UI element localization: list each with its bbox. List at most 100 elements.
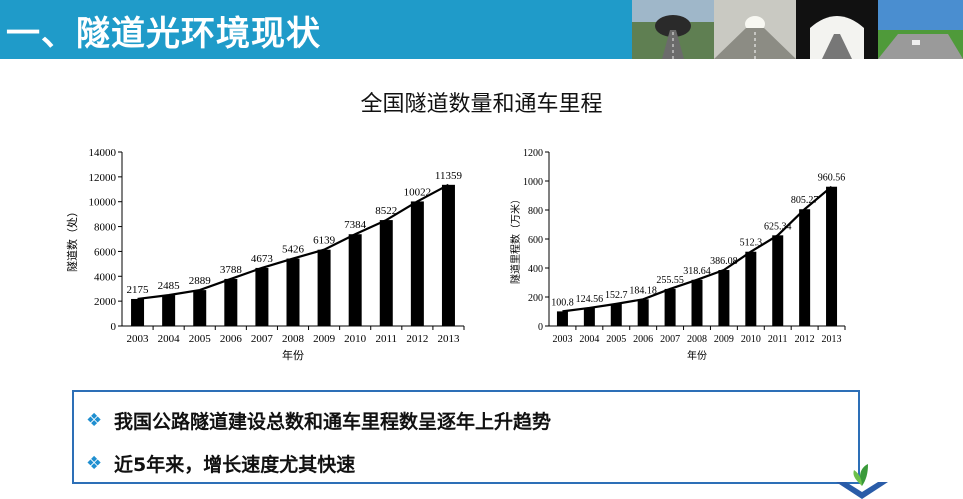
data-label: 3788 <box>220 264 243 276</box>
x-tick-label: 2012 <box>406 333 428 345</box>
logo-icon <box>836 464 888 499</box>
x-tick-label: 2013 <box>822 334 842 345</box>
x-tick-label: 2010 <box>344 333 367 345</box>
bar <box>826 186 838 326</box>
data-label: 625.34 <box>764 221 792 232</box>
y-tick-label: 1200 <box>523 148 543 159</box>
y-axis-title: 隧道数（处） <box>65 206 79 272</box>
data-label: 11359 <box>435 170 463 182</box>
data-label: 5426 <box>282 244 305 256</box>
tunnel-interior-photo <box>714 0 796 59</box>
bar <box>317 249 331 326</box>
data-label: 6139 <box>313 235 336 247</box>
y-tick-label: 12000 <box>89 172 117 184</box>
tunnel-exit-photo <box>796 0 878 59</box>
data-label: 152.7 <box>605 290 628 301</box>
y-tick-label: 400 <box>528 264 543 275</box>
bar <box>255 267 269 326</box>
x-tick-label: 2007 <box>251 333 274 345</box>
diamond-bullet-icon: ❖ <box>86 409 103 431</box>
bar <box>664 288 676 326</box>
x-tick-label: 2010 <box>741 334 761 345</box>
x-tick-label: 2011 <box>375 333 397 345</box>
data-label: 124.56 <box>576 294 604 305</box>
trend-line <box>137 183 449 301</box>
y-tick-label: 14000 <box>89 147 117 159</box>
bar <box>441 184 455 326</box>
bar <box>379 220 393 326</box>
tunnel-entrance-photo <box>632 0 714 59</box>
data-label: 10022 <box>404 186 432 198</box>
highway-photo <box>878 0 963 59</box>
bar <box>637 299 649 326</box>
summary-callout: ❖ 我国公路隧道建设总数和通车里程数呈逐年上升趋势 ❖ 近5年来，增长速度尤其快… <box>72 390 860 484</box>
y-tick-label: 2000 <box>94 296 117 308</box>
data-label: 255.55 <box>656 275 684 286</box>
header-photo-strip <box>632 0 963 59</box>
bar <box>286 258 300 326</box>
tunnel-mileage-chart: 0 200 400 600 800 1000 1200 100.8 2003 124.56 2004… <box>509 148 846 362</box>
bar <box>799 209 811 326</box>
y-tick-label: 4000 <box>94 271 117 283</box>
y-axis-title: 隧道里程数（万米） <box>509 194 522 284</box>
data-label: 960.56 <box>818 173 846 184</box>
data-label: 2175 <box>127 284 150 296</box>
y-tick-label: 600 <box>528 235 543 246</box>
x-tick-label: 2007 <box>660 334 680 345</box>
x-tick-label: 2008 <box>282 333 305 345</box>
data-label: 2889 <box>189 275 212 287</box>
y-tick-label: 0 <box>538 322 543 333</box>
x-tick-label: 2013 <box>437 333 460 345</box>
x-tick-label: 2004 <box>158 333 181 345</box>
data-label: 805.27 <box>791 195 819 206</box>
bar <box>193 290 207 326</box>
data-label: 2485 <box>158 280 181 292</box>
data-label: 512.3 <box>740 238 763 249</box>
bar <box>410 201 424 326</box>
y-tick-label: 800 <box>528 206 543 217</box>
x-tick-label: 2011 <box>768 334 788 345</box>
x-tick-label: 2009 <box>313 333 336 345</box>
tunnel-count-chart: 0 2000 4000 6000 8000 10000 12000 14000 2175 2003… <box>65 147 465 362</box>
x-tick-label: 2012 <box>795 334 815 345</box>
bar <box>772 235 784 326</box>
bar <box>691 279 703 326</box>
data-label: 7384 <box>344 219 367 231</box>
bar <box>718 270 730 326</box>
bullet-text: 近5年来，增长速度尤其快速 <box>114 453 356 476</box>
y-tick-label: 200 <box>528 293 543 304</box>
y-tick-label: 0 <box>111 321 117 333</box>
bar <box>131 298 145 326</box>
bullet-text: 我国公路隧道建设总数和通车里程数呈逐年上升趋势 <box>114 410 552 433</box>
y-tick-label: 10000 <box>89 197 117 209</box>
bar <box>610 303 622 326</box>
x-tick-label: 2008 <box>687 334 707 345</box>
slide-section-title: 一、隧道光环境现状 <box>6 14 321 54</box>
bullet-item: ❖ 近5年来，增长速度尤其快速 <box>86 448 355 478</box>
data-label: 4673 <box>251 253 274 265</box>
x-tick-label: 2003 <box>552 334 572 345</box>
data-label: 318.64 <box>683 266 711 277</box>
y-tick-label: 8000 <box>94 222 117 234</box>
data-label: 100.8 <box>551 297 574 308</box>
x-tick-label: 2004 <box>579 334 599 345</box>
data-label: 184.18 <box>629 285 657 296</box>
chart-title: 全国隧道数量和通车里程 <box>360 92 603 117</box>
bar <box>556 311 568 326</box>
data-label: 386.08 <box>710 256 738 267</box>
bar <box>348 234 362 326</box>
x-tick-label: 2005 <box>606 334 626 345</box>
x-tick-label: 2003 <box>127 333 150 345</box>
bar <box>745 251 757 326</box>
y-tick-label: 1000 <box>523 177 543 188</box>
data-label: 8522 <box>375 205 397 217</box>
y-tick-label: 6000 <box>94 246 117 258</box>
x-axis-title: 年份 <box>687 349 707 362</box>
bar <box>583 307 595 326</box>
trend-line <box>562 185 833 313</box>
x-tick-label: 2005 <box>189 333 212 345</box>
header-bar: 一、隧道光环境现状 <box>0 0 963 59</box>
bar <box>162 295 176 326</box>
x-tick-label: 2006 <box>220 333 243 345</box>
diamond-bullet-icon: ❖ <box>86 452 103 474</box>
